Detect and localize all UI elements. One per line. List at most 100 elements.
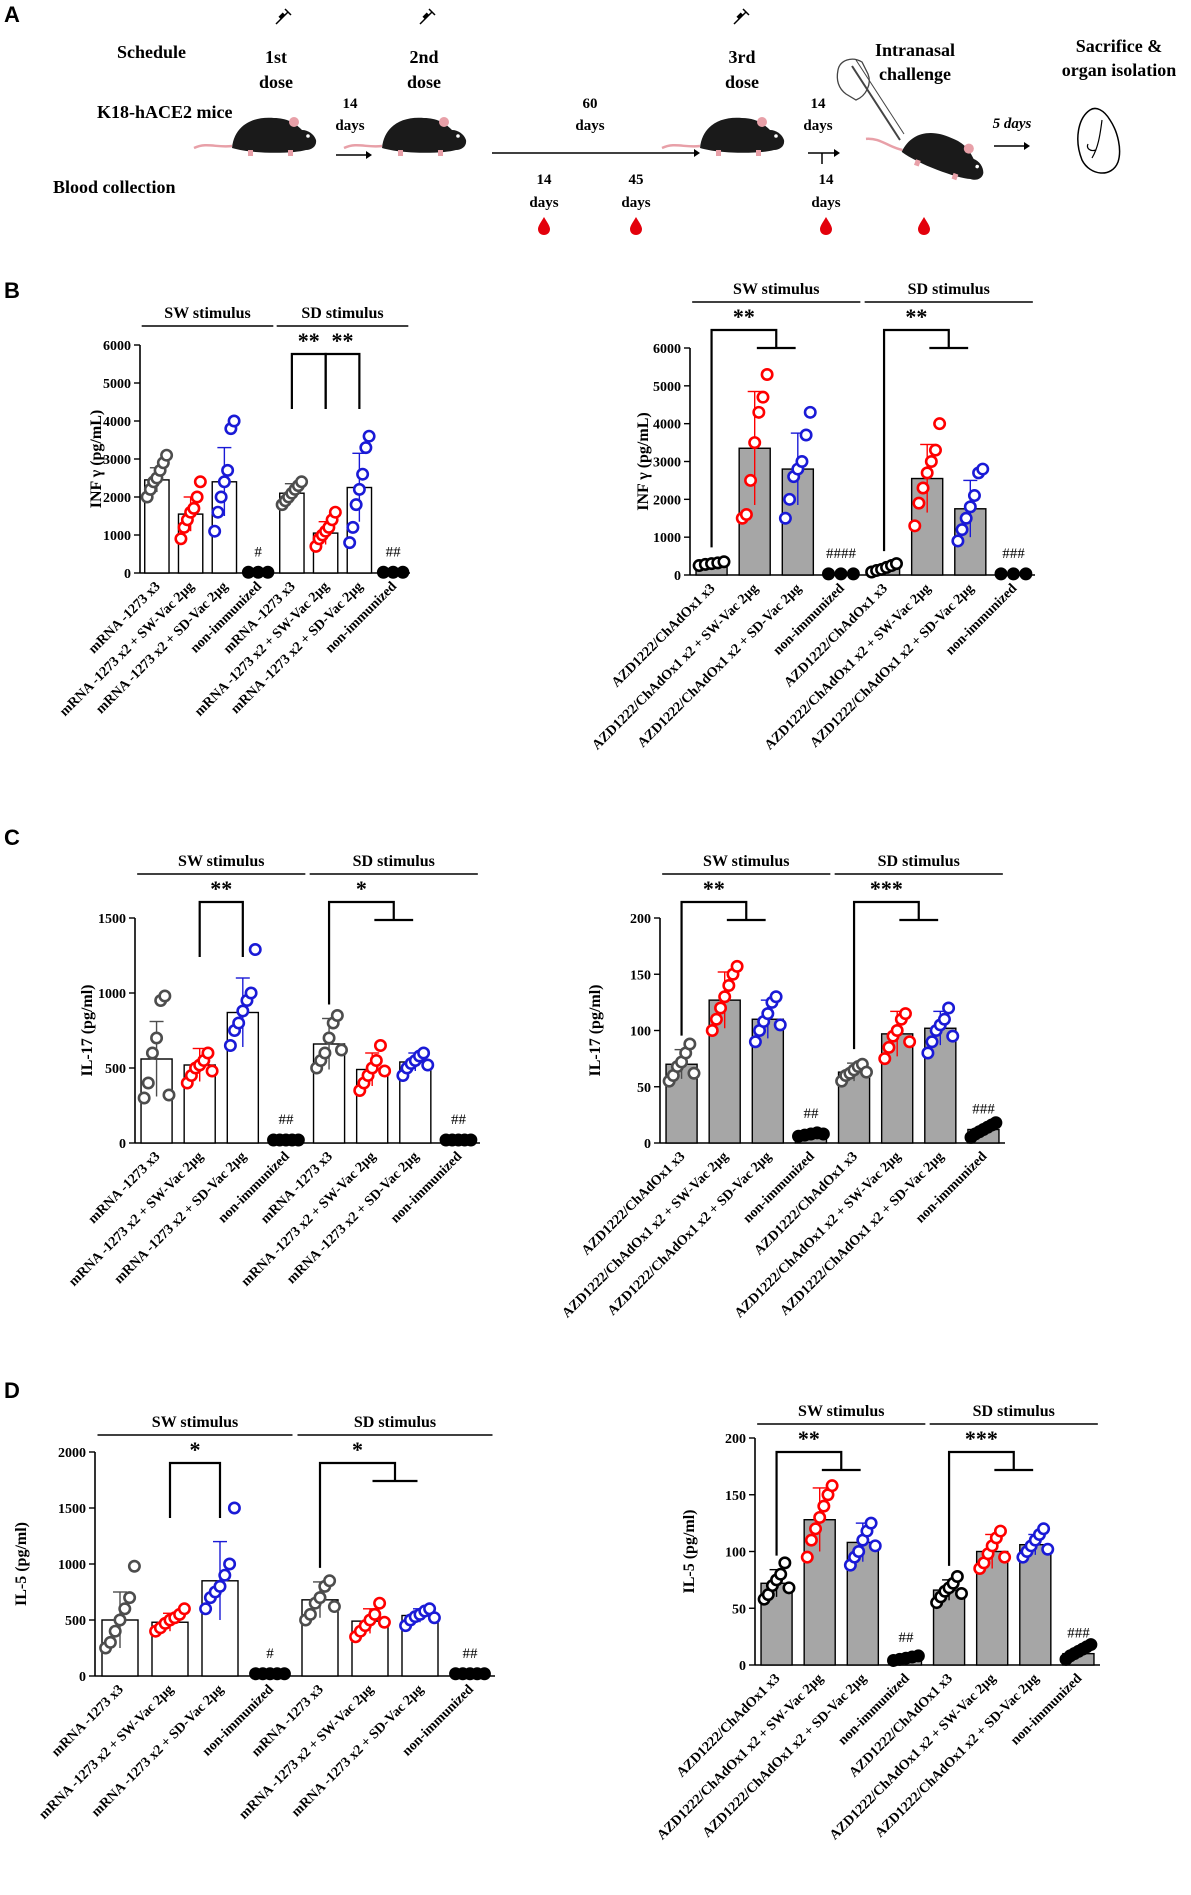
y-axis-label: IL-17 (pg/ml) xyxy=(79,985,96,1077)
data-point xyxy=(822,567,836,581)
data-point xyxy=(369,1054,383,1068)
data-point xyxy=(1019,567,1033,581)
data-point xyxy=(739,507,753,521)
x-tick-label: AZD1222/ChAdOx1 x2 + SW-Vac 2µg xyxy=(655,1671,827,1843)
x-tick-label: AZD1222/ChAdOx1 x2 + SD-Vac 2µg xyxy=(808,581,978,751)
significance-bracket xyxy=(290,352,327,409)
data-point xyxy=(177,1602,191,1616)
y-tick-label: 1000 xyxy=(98,987,126,1002)
significance-bracket xyxy=(775,1450,843,1556)
data-point xyxy=(889,557,903,571)
significance-hash: ### xyxy=(1067,1626,1090,1642)
mouse-icon xyxy=(660,115,786,158)
data-point xyxy=(890,1024,904,1038)
significance-bracket xyxy=(324,352,361,409)
data-point xyxy=(244,986,258,1000)
data-point xyxy=(928,443,942,457)
data-point xyxy=(208,524,222,538)
y-tick-label: 1000 xyxy=(103,529,131,544)
significance-hash: ### xyxy=(1002,546,1025,562)
sacrifice-line2: organ isolation xyxy=(1062,60,1177,80)
data-point xyxy=(773,1018,787,1032)
y-tick-label: 100 xyxy=(725,1546,746,1561)
data-point xyxy=(774,1567,788,1581)
data-point xyxy=(769,990,783,1004)
significance-bracket xyxy=(318,1461,397,1568)
data-point xyxy=(908,519,922,533)
interval4-label: 5 days xyxy=(993,116,1032,132)
data-point xyxy=(187,501,201,515)
significance-stars: *** xyxy=(870,876,903,901)
data-point xyxy=(955,523,969,537)
dose1-line1: 1st xyxy=(265,47,287,67)
pipette-hand-icon xyxy=(836,58,905,141)
challenge-line2: challenge xyxy=(879,64,951,84)
data-point xyxy=(920,466,934,480)
data-point xyxy=(218,1568,232,1582)
data-point xyxy=(118,1602,132,1616)
y-tick-label: 5000 xyxy=(653,380,681,395)
y-tick-label: 0 xyxy=(119,1137,126,1152)
data-point xyxy=(427,1611,441,1625)
y-tick-label: 100 xyxy=(630,1025,651,1040)
data-point xyxy=(846,567,860,581)
y-tick-label: 200 xyxy=(725,1432,746,1447)
data-point xyxy=(782,1581,796,1595)
data-point xyxy=(817,1499,831,1513)
significance-hash: ## xyxy=(278,1112,294,1128)
group-label: SD stimulus xyxy=(354,1414,436,1431)
row-label-blood: Blood collection xyxy=(53,177,176,197)
bleed1-line2: days xyxy=(529,195,558,211)
group-label: SW stimulus xyxy=(178,853,264,870)
significance-hash: ### xyxy=(972,1102,995,1118)
y-tick-label: 5000 xyxy=(103,377,131,392)
data-point xyxy=(1041,1542,1055,1556)
significance-stars: ** xyxy=(332,328,354,353)
interval2-line2: days xyxy=(575,118,604,134)
panel-label-a: A xyxy=(4,2,20,27)
chart-d-right: 0 50 100 150 200 IL-5 (pg/ml) AZD1222/ChAdOx1 … xyxy=(655,1403,1100,1843)
interval1-line2: days xyxy=(335,118,364,134)
y-axis-label: IL-5 (pg/ml) xyxy=(13,1522,30,1606)
data-point xyxy=(1084,1638,1098,1652)
data-point xyxy=(211,505,225,519)
group-label: SD stimulus xyxy=(908,281,990,298)
data-point xyxy=(778,1556,792,1570)
data-point xyxy=(825,1479,839,1493)
significance-bracket xyxy=(852,900,920,1050)
data-point xyxy=(227,414,241,428)
data-point xyxy=(123,1591,137,1605)
data-point xyxy=(193,475,207,489)
y-tick-label: 0 xyxy=(644,1137,651,1152)
significance-stars: * xyxy=(352,1437,363,1462)
data-point xyxy=(199,1602,213,1616)
arrow-4-head xyxy=(1024,142,1030,150)
data-point xyxy=(834,567,848,581)
panel-a: A Schedule K18-hACE2 mice Blood collecti… xyxy=(4,2,1176,235)
data-point xyxy=(346,520,360,534)
data-point xyxy=(756,390,770,404)
data-point xyxy=(373,1596,387,1610)
significance-hash: # xyxy=(254,545,262,561)
y-tick-label: 150 xyxy=(725,1489,746,1504)
data-point xyxy=(882,1040,896,1054)
blood-drop-icon xyxy=(630,217,642,235)
data-point xyxy=(141,1076,155,1090)
arrow-3-head xyxy=(834,149,840,157)
significance-hash: #### xyxy=(826,546,857,562)
data-point xyxy=(221,463,235,477)
significance-bracket xyxy=(882,328,950,552)
data-point xyxy=(368,1607,382,1621)
data-point xyxy=(277,1667,291,1681)
blood-drop-icon xyxy=(918,217,930,235)
data-point xyxy=(261,565,275,579)
data-point xyxy=(916,481,930,495)
data-point xyxy=(334,1043,348,1057)
significance-bracket xyxy=(168,1461,222,1518)
data-point xyxy=(232,1016,246,1030)
y-tick-label: 3000 xyxy=(103,453,131,468)
row-label-schedule: Schedule xyxy=(117,42,186,62)
data-point xyxy=(748,1035,762,1049)
data-point xyxy=(318,1046,332,1060)
lung-organ-icon xyxy=(1077,107,1121,174)
